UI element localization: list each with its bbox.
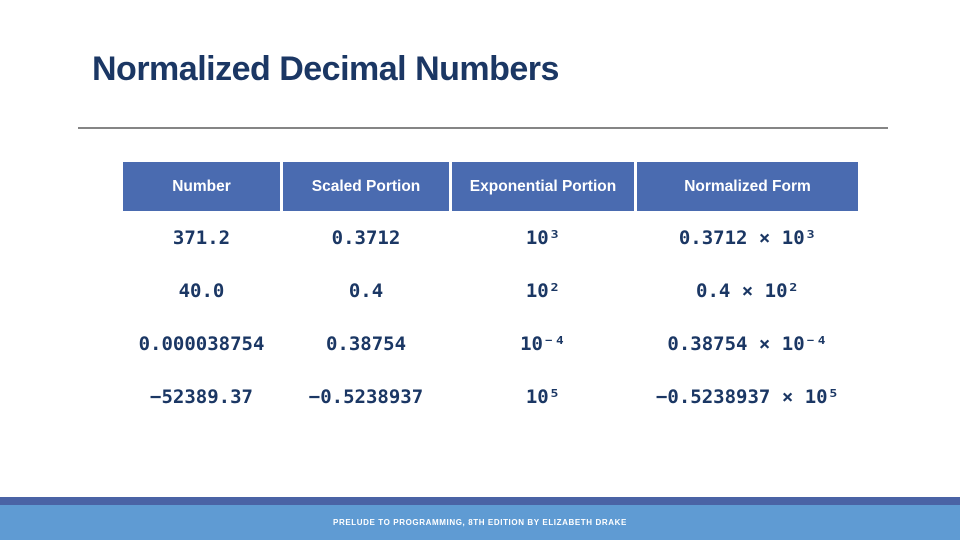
footer-accent-bar <box>0 497 960 505</box>
table-cell: 40.0 <box>178 279 225 302</box>
footer-bar: PRELUDE TO PROGRAMMING, 8TH EDITION BY E… <box>0 505 960 540</box>
table-cell: −0.5238937 <box>308 385 424 408</box>
table-cell: 0.4 <box>348 279 384 302</box>
table-cell: 0.38754 <box>325 332 407 355</box>
table-cell: 0.38754 × 10⁻⁴ <box>667 332 828 355</box>
table-cell: 371.2 <box>172 226 231 249</box>
table-cell: 0.4 × 10² <box>696 279 799 302</box>
footer-credit-text: PRELUDE TO PROGRAMMING, 8TH EDITION BY E… <box>333 518 627 527</box>
table-header-exponential-portion: Exponential Portion <box>452 162 634 211</box>
slide-title: Normalized Decimal Numbers <box>92 50 559 88</box>
normalized-numbers-table: Number Scaled Portion Exponential Portio… <box>123 162 858 423</box>
table-header-normalized-form: Normalized Form <box>637 162 858 211</box>
table-cell: 10⁻⁴ <box>520 332 566 355</box>
table-cell: 10² <box>525 279 561 302</box>
table-cell: −0.5238937 × 10⁵ <box>655 385 840 408</box>
table-header-number: Number <box>123 162 280 211</box>
table-cell: 10³ <box>525 226 561 249</box>
title-divider-line <box>78 127 888 129</box>
table-cell: 0.3712 <box>331 226 401 249</box>
table-cell: 0.000038754 <box>138 332 265 355</box>
table-cell: −52389.37 <box>150 385 253 408</box>
table-cell: 0.3712 × 10³ <box>678 226 817 249</box>
table-header-scaled-portion: Scaled Portion <box>283 162 449 211</box>
table-cell: 10⁵ <box>525 385 561 408</box>
